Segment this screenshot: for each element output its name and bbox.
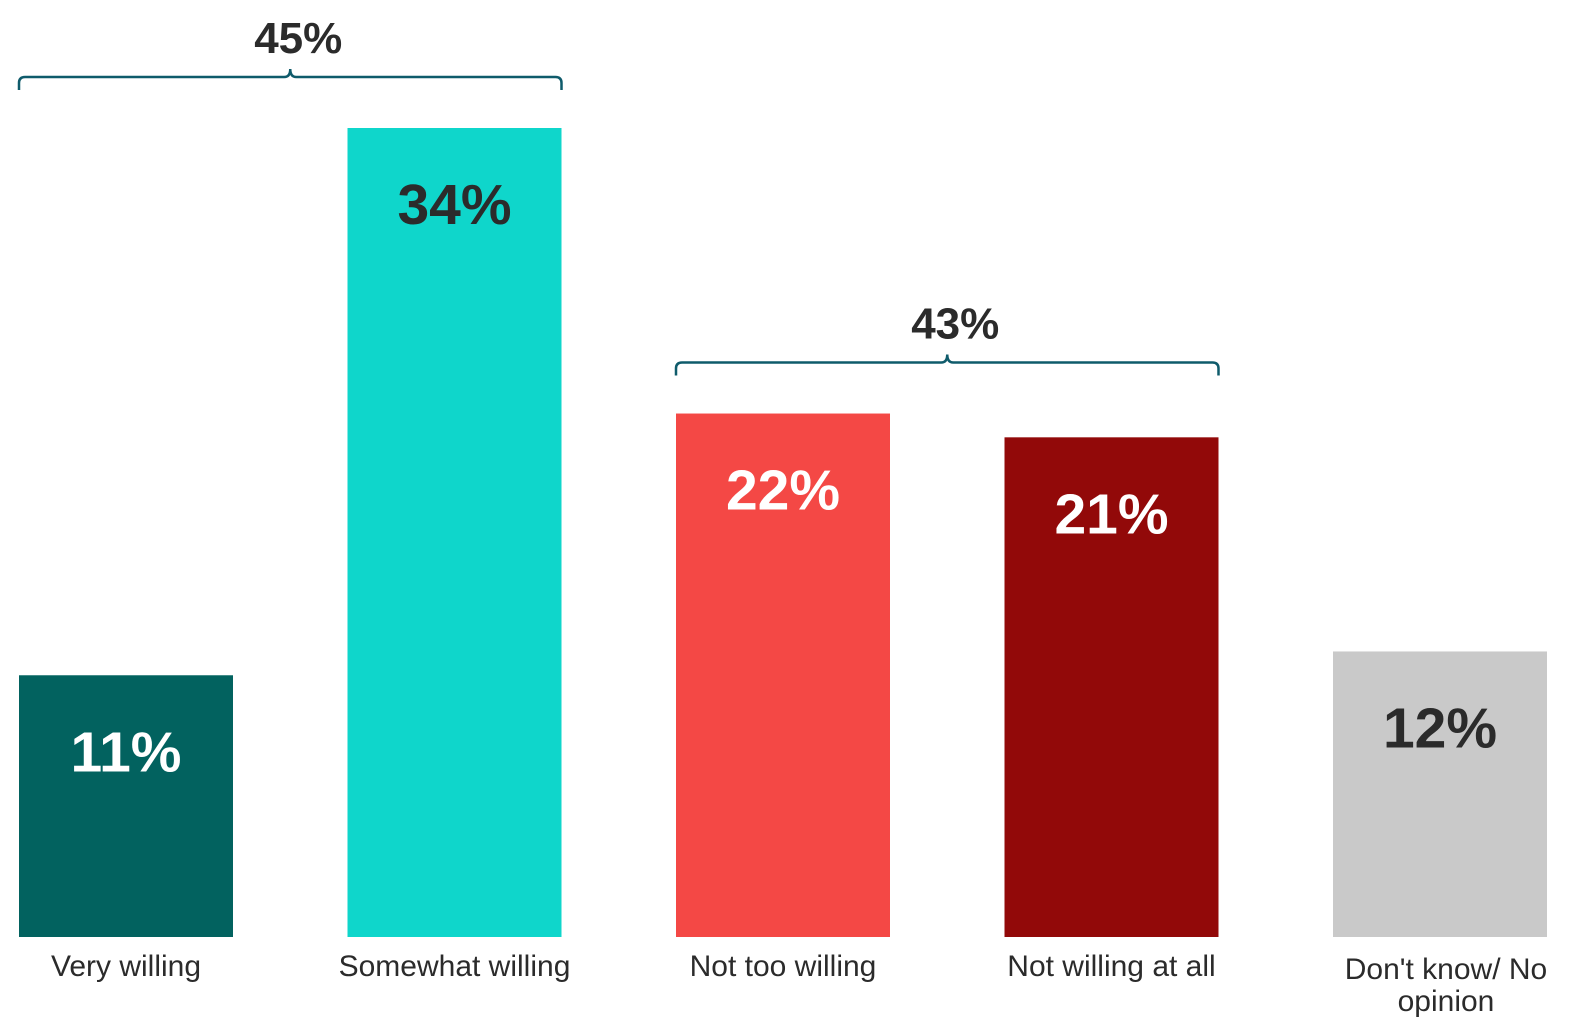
bar-0 [19, 675, 233, 937]
bar-1 [347, 128, 562, 937]
category-label: Don't know/ No opinion [1345, 953, 1548, 1018]
bar-value-label: 12% [1383, 696, 1497, 760]
category-label: Not willing at all [1007, 950, 1215, 983]
category-label: Somewhat willing [339, 950, 571, 983]
bar-4 [1333, 651, 1547, 937]
group-total-label: 45% [254, 14, 342, 63]
bar-value-label: 21% [1054, 482, 1168, 546]
bar-2 [676, 413, 890, 937]
group-total-label: 43% [911, 300, 999, 349]
bar-value-label: 34% [397, 173, 511, 237]
bar-value-label: 11% [71, 720, 182, 784]
category-label: Very willing [51, 950, 201, 983]
group-brace [17, 68, 563, 90]
group-brace [674, 354, 1220, 376]
bar-3 [1004, 437, 1219, 937]
bar-value-label: 22% [726, 459, 840, 523]
category-label: Not too willing [690, 950, 877, 983]
